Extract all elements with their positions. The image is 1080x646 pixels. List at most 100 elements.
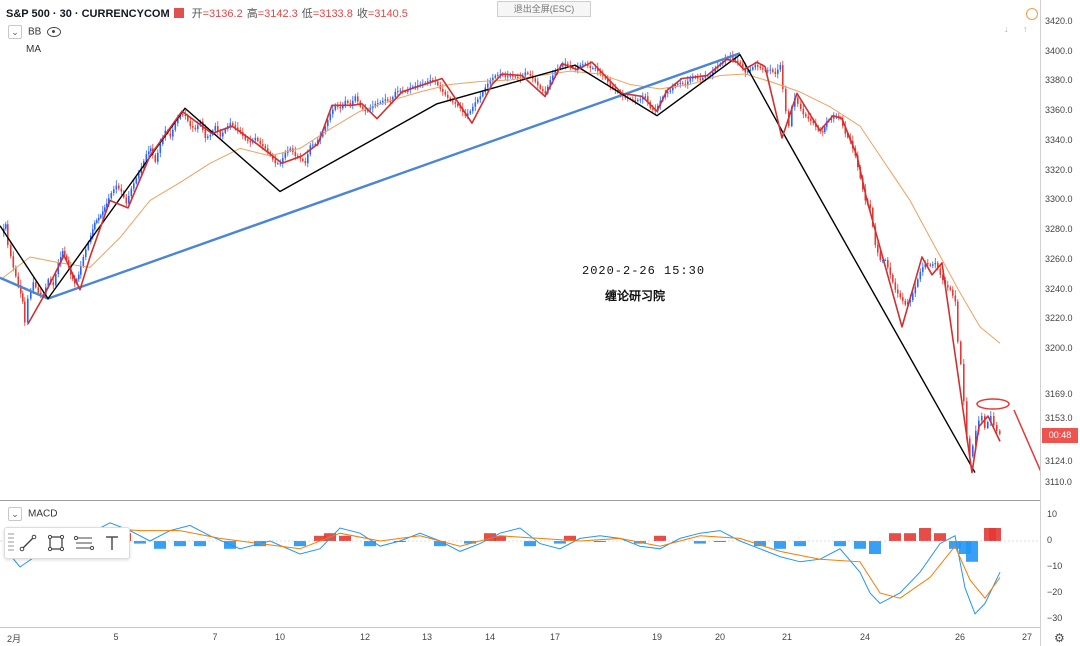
candle-body bbox=[15, 267, 17, 277]
flag-icon[interactable] bbox=[173, 8, 184, 18]
candle-body bbox=[932, 264, 934, 266]
collapse-icon[interactable]: ⌄ bbox=[8, 25, 22, 39]
candle-body bbox=[452, 100, 454, 103]
candle-body bbox=[847, 133, 849, 138]
candle-body bbox=[487, 83, 489, 88]
candle-body bbox=[942, 274, 944, 281]
symbol-label[interactable]: S&P 500 · 30 · CURRENCYCOM bbox=[6, 8, 170, 20]
macd-histogram-bar bbox=[524, 541, 536, 547]
candle-body bbox=[607, 78, 609, 83]
drag-handle-icon[interactable] bbox=[8, 533, 14, 553]
candle-body bbox=[534, 78, 537, 82]
price-tick-label: 3153.0 bbox=[1045, 413, 1073, 424]
pane-separator[interactable] bbox=[0, 500, 1040, 501]
candle-body bbox=[247, 139, 249, 141]
candle-body bbox=[12, 256, 15, 268]
macd-tick-label: −20 bbox=[1047, 587, 1063, 597]
ellipse-marker bbox=[976, 398, 1010, 410]
candle-body bbox=[542, 88, 544, 92]
candle-body bbox=[189, 120, 192, 127]
candle-body bbox=[874, 226, 877, 246]
high-value: =3142.3 bbox=[257, 8, 298, 20]
candle-body bbox=[24, 301, 26, 323]
candle-body bbox=[879, 252, 882, 260]
macd-histogram-bar bbox=[314, 535, 326, 541]
macd-chart[interactable] bbox=[0, 501, 1040, 627]
candle-body bbox=[672, 87, 674, 91]
trendline-icon[interactable] bbox=[14, 530, 42, 556]
candle-body bbox=[389, 100, 392, 103]
candle-body bbox=[830, 118, 833, 121]
candle-body bbox=[509, 75, 512, 77]
close-value: =3140.5 bbox=[367, 8, 408, 20]
fib-retracement-icon[interactable] bbox=[70, 530, 98, 556]
macd-histogram-bar bbox=[949, 541, 961, 549]
candle-body bbox=[704, 75, 707, 78]
download-icon[interactable]: ↓ ↑ bbox=[1004, 24, 1034, 34]
visibility-eye-icon[interactable] bbox=[47, 27, 62, 37]
candle-body bbox=[754, 65, 757, 68]
drawing-toolbar bbox=[4, 527, 130, 559]
candle-body bbox=[604, 76, 607, 79]
candle-body bbox=[207, 136, 209, 138]
time-tick-label: 24 bbox=[859, 632, 871, 642]
ma-indicator-label[interactable]: MA bbox=[26, 44, 41, 55]
candle-body bbox=[689, 78, 692, 82]
candle-body bbox=[108, 198, 110, 204]
candle-body bbox=[589, 65, 592, 69]
moving-average-line bbox=[2, 70, 1001, 344]
candle-body bbox=[60, 256, 62, 263]
candle-body bbox=[739, 62, 742, 64]
candle-body bbox=[812, 120, 815, 124]
candle-body bbox=[237, 127, 239, 130]
candle-body bbox=[822, 131, 824, 133]
candle-body bbox=[899, 293, 902, 298]
candle-body bbox=[514, 76, 517, 78]
alert-icon[interactable] bbox=[1026, 8, 1038, 20]
candle-body bbox=[947, 285, 949, 288]
macd-histogram-bar bbox=[339, 535, 351, 541]
exit-fullscreen-button[interactable]: 退出全屏(ESC) bbox=[497, 1, 591, 17]
bb-indicator-row[interactable]: ⌄ BB bbox=[8, 25, 62, 39]
time-tick-label: 2月 bbox=[6, 634, 22, 644]
candle-body bbox=[917, 279, 919, 287]
candle-body bbox=[791, 106, 793, 127]
settings-gear-icon[interactable]: ⚙ bbox=[1054, 631, 1065, 645]
annotation-datetime[interactable]: 2020-2-26 15:30 bbox=[582, 264, 706, 278]
candle-body bbox=[85, 249, 87, 257]
macd-label[interactable]: MACD bbox=[28, 508, 58, 520]
collapse-icon[interactable]: ⌄ bbox=[8, 507, 22, 521]
candle-body bbox=[637, 100, 639, 102]
stroke-line-red bbox=[27, 58, 1001, 474]
candle-body bbox=[444, 91, 447, 95]
candle-body bbox=[909, 300, 912, 303]
candle-body bbox=[344, 100, 347, 105]
open-value: =3136.2 bbox=[202, 8, 243, 20]
text-icon[interactable] bbox=[98, 530, 126, 556]
candle-body bbox=[334, 105, 337, 110]
price-axis[interactable]: 3420.0 3400.0 3380.0 3360.0 3340.0 3320.0 3300… bbox=[1040, 0, 1080, 646]
price-tick-label: 3124.0 bbox=[1045, 456, 1073, 467]
candle-body bbox=[529, 74, 532, 76]
candle-body bbox=[197, 125, 199, 130]
candle-body bbox=[222, 132, 224, 137]
blue-trendline bbox=[0, 52, 741, 300]
candle-body bbox=[449, 97, 452, 101]
candle-body bbox=[234, 125, 237, 128]
candle-body bbox=[894, 282, 897, 290]
candle-body bbox=[244, 135, 247, 140]
bb-label[interactable]: BB bbox=[28, 26, 42, 38]
candle-body bbox=[312, 144, 314, 146]
macd-indicator-row[interactable]: ⌄ MACD bbox=[8, 507, 57, 521]
annotation-author[interactable]: 缠论研习院 bbox=[605, 289, 666, 303]
rectangle-icon[interactable] bbox=[42, 530, 70, 556]
candle-body bbox=[92, 229, 94, 236]
candle-body bbox=[264, 146, 267, 149]
candle-body bbox=[412, 86, 414, 88]
candle-body bbox=[40, 292, 42, 295]
candle-body bbox=[749, 69, 752, 72]
candle-body bbox=[904, 300, 907, 305]
price-chart[interactable] bbox=[0, 0, 1040, 500]
candle-body bbox=[217, 126, 219, 132]
time-tick-label: 27 bbox=[1021, 632, 1033, 642]
